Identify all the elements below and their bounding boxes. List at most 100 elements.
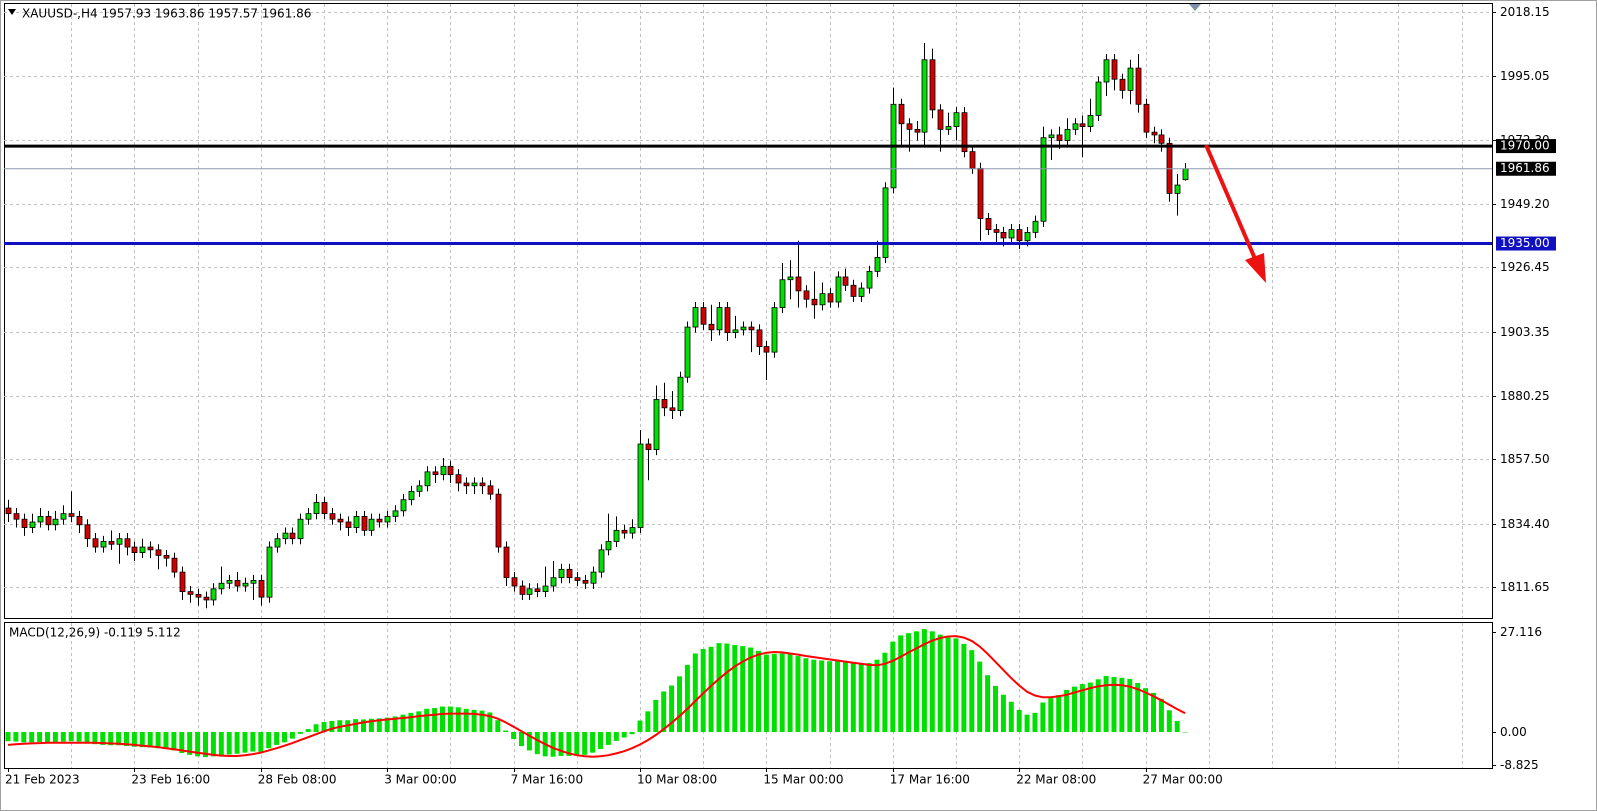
histogram-bar (218, 732, 224, 756)
candle-body (653, 399, 660, 450)
histogram-bar (937, 634, 943, 733)
chart-title: XAUUSD-,H4 1957.93 1963.86 1957.57 1961.… (22, 7, 311, 21)
candle-body (542, 585, 549, 593)
candle-body (432, 471, 439, 476)
histogram-bar (669, 685, 675, 733)
candle-body (1072, 123, 1079, 130)
histogram-bar (661, 691, 667, 733)
histogram-bar (305, 729, 311, 733)
histogram-bar (977, 661, 983, 733)
histogram-bar (1119, 677, 1125, 733)
histogram-bar (282, 732, 287, 743)
histogram-bar (740, 646, 746, 733)
histogram-bar (692, 653, 698, 733)
candle-body (1119, 78, 1126, 91)
candle-body (1158, 134, 1165, 144)
histogram-bar (842, 661, 848, 733)
candle-body (629, 527, 636, 534)
histogram-bar (914, 631, 919, 733)
histogram-bar (84, 732, 90, 743)
histogram-bar (29, 732, 35, 743)
histogram-bar (953, 638, 959, 733)
histogram-bar (637, 720, 643, 733)
histogram-bar (1064, 689, 1070, 733)
histogram-bar (463, 708, 469, 733)
histogram-bar (629, 732, 635, 735)
histogram-bar (479, 710, 485, 733)
candle-body (519, 585, 526, 595)
macd-title: MACD(12,26,9) -0.119 5.112 (9, 626, 181, 640)
histogram-bar (1103, 675, 1109, 733)
symbol-menu-icon (8, 9, 16, 15)
histogram-bar (684, 664, 690, 733)
candle-body (598, 549, 605, 573)
candle-body (1095, 81, 1102, 116)
candle-body (424, 471, 431, 487)
candle-body (274, 538, 281, 548)
candle-body (305, 513, 312, 520)
histogram-bar (819, 660, 825, 733)
histogram-bar (1174, 720, 1180, 733)
histogram-bar (1000, 694, 1006, 733)
histogram-bar (503, 730, 509, 733)
histogram-bar (519, 732, 524, 747)
candle-body (1143, 103, 1150, 133)
level-label: 1961.86 (1500, 161, 1550, 175)
histogram-bar (1056, 695, 1062, 733)
candle-body (29, 521, 36, 528)
candle-body (756, 329, 763, 347)
histogram-bar (732, 644, 738, 733)
candle-body (906, 123, 913, 130)
histogram-bar (890, 641, 896, 733)
candle-body (1103, 59, 1110, 83)
y-tick-label: 1903.35 (1500, 325, 1550, 339)
histogram-bar (708, 646, 714, 733)
candle-body (700, 307, 707, 325)
candle-body (92, 538, 99, 548)
level-label-box (1496, 139, 1556, 154)
level-label-box (1496, 236, 1556, 251)
candle-body (266, 546, 273, 598)
histogram-bar (1127, 678, 1133, 733)
histogram-bar (756, 650, 761, 733)
histogram-bar (424, 708, 430, 733)
histogram-bar (898, 635, 904, 733)
histogram-bar (108, 732, 114, 746)
candle-body (858, 287, 865, 297)
histogram-bar (5, 732, 11, 742)
y-tick-label: 1995.05 (1500, 69, 1550, 83)
histogram-bar (163, 732, 169, 749)
histogram-bar (384, 717, 390, 733)
candle-body (1016, 229, 1023, 242)
histogram-bar (748, 647, 754, 733)
candle-body (850, 284, 857, 297)
candle-body (898, 103, 905, 125)
histogram-bar (329, 720, 335, 733)
candle-body (574, 577, 581, 581)
candle-body (748, 326, 755, 331)
candle-body (124, 538, 131, 548)
histogram-bar (60, 732, 66, 742)
level-label: 1935.00 (1500, 236, 1550, 250)
candle-body (345, 521, 352, 528)
histogram-bar (716, 643, 722, 733)
candle-body (692, 307, 699, 328)
y-tick-label: 1811.65 (1500, 580, 1550, 594)
histogram-bar (116, 732, 122, 746)
candle-body (985, 218, 992, 231)
candle-body (969, 151, 976, 169)
y-tick-label: 1834.40 (1500, 517, 1550, 531)
candle-body (195, 593, 202, 598)
histogram-bar (52, 732, 58, 743)
histogram-bar (187, 732, 193, 755)
candle-body (210, 588, 217, 601)
histogram-bar (993, 685, 998, 733)
main-panel (4, 3, 1493, 619)
candle-body (937, 109, 944, 130)
histogram-bar (621, 732, 627, 738)
histogram-bar (590, 732, 596, 753)
y-tick-label: 1880.25 (1500, 389, 1550, 403)
histogram-bar (447, 706, 453, 733)
candle-body (203, 596, 210, 601)
candle-body (613, 529, 620, 542)
